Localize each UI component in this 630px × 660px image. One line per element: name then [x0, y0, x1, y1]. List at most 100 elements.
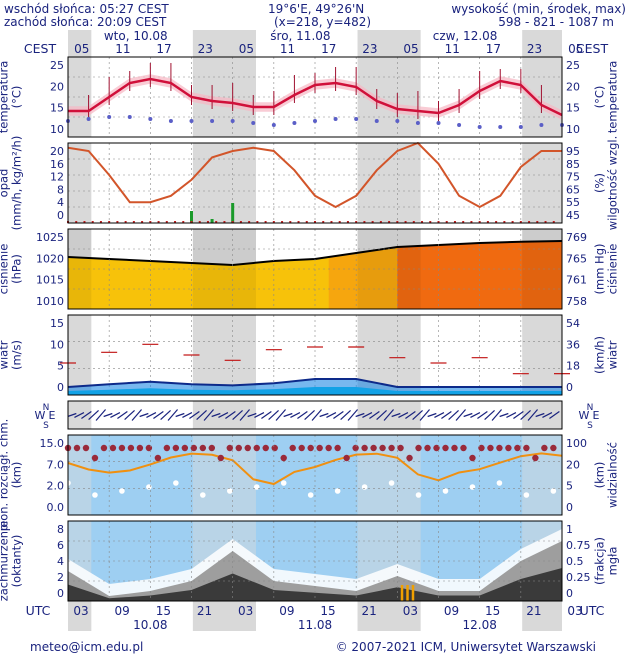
cloud-base-marker	[541, 444, 548, 452]
cloud-base-marker	[370, 444, 377, 452]
precip-dot	[272, 221, 275, 223]
dewpoint-marker	[148, 117, 153, 121]
wind-direction-arrow	[441, 411, 452, 419]
wind-direction-arrow	[319, 412, 329, 418]
bottom-axis-hour-label: 09	[444, 604, 459, 618]
cloud-cover-tick-label: 0	[57, 587, 64, 600]
pressure-tick-label: 1025	[36, 231, 64, 244]
cloud-base-marker	[487, 444, 494, 452]
top-axis-hour-label: 17	[156, 42, 171, 56]
wind-direction-arrow	[88, 410, 99, 420]
wind-direction-arrow	[463, 412, 473, 418]
cloud-base-marker	[262, 444, 269, 452]
fog-tick-label: 0.5	[566, 555, 584, 568]
top-axis-hour-label: 05	[568, 42, 583, 56]
wind-direction-arrow	[283, 412, 293, 418]
precip-dot	[363, 221, 366, 223]
cloud-base-marker	[307, 444, 314, 452]
precip-dot	[445, 221, 448, 223]
compass-s-label: S	[587, 421, 593, 431]
wind-axis-title: wiatr	[606, 340, 620, 369]
precip-dot	[215, 221, 218, 223]
precip-dot	[116, 221, 119, 223]
cloud-cover-tick-label: 8	[57, 523, 64, 536]
cloud-top-marker	[442, 488, 449, 494]
wind-direction-arrow	[448, 410, 459, 420]
dewpoint-marker	[313, 119, 317, 123]
humidity-tick-label: 75	[566, 171, 580, 184]
wind-direction-arrow	[110, 412, 121, 418]
dewpoint-marker	[518, 125, 523, 129]
wdir-night-band	[522, 401, 562, 429]
precip-dot	[519, 221, 522, 223]
prec-night-band	[357, 143, 421, 223]
cloud-base-marker	[460, 444, 467, 452]
cloud-base-marker	[397, 444, 404, 452]
fog-tick-label: 0.75	[566, 539, 591, 552]
pressure-axis-title: ciśnienie	[0, 244, 11, 295]
cloud-base-marker	[334, 444, 341, 452]
temp-panel-frame	[67, 56, 563, 138]
precip-dot	[305, 221, 308, 223]
wind-direction-arrow	[491, 409, 503, 421]
pressure-tick-label: 758	[566, 295, 587, 308]
precip-dot	[503, 221, 506, 223]
wind-tick-label: 54	[566, 317, 580, 330]
wind-direction-arrow	[304, 410, 315, 420]
top-axis-hour-label: 05	[74, 42, 89, 56]
wind-direction-arrow	[211, 412, 221, 418]
pressure-tick-label: 765	[566, 252, 587, 265]
wind-direction-arrow	[535, 412, 545, 418]
cloud-base-marker	[172, 444, 180, 452]
bottom-axis-night	[522, 601, 562, 631]
precip-bar	[210, 219, 214, 223]
wind-direction-arrow	[477, 411, 488, 419]
wind-direction-arrow	[470, 412, 481, 418]
cloud-base-marker	[379, 444, 386, 452]
cloud-top-marker	[119, 488, 125, 494]
wind-direction-arrow	[499, 412, 509, 418]
elevation-label: wysokość (min, środek, max)	[451, 2, 626, 16]
visibility-tick-label: 20	[566, 458, 580, 471]
precip-dot	[412, 221, 415, 223]
pressure-tick-label: 1020	[36, 252, 64, 265]
grid-text: (x=218, y=482)	[274, 15, 372, 29]
temperature-axis-title: temperatura	[606, 61, 620, 134]
visibility-tick-label: 5	[566, 480, 573, 493]
top-axis-tz: CEST	[576, 41, 609, 56]
top-axis-night	[522, 30, 562, 57]
wind-direction-arrow	[239, 409, 251, 421]
wind-direction-arrow	[124, 410, 135, 420]
dewpoint-marker	[292, 121, 297, 125]
cloud-cover-tick-label: 2	[57, 571, 64, 584]
cloud-base-marker	[217, 454, 224, 462]
footer-email[interactable]: meteo@icm.edu.pl	[30, 640, 144, 654]
cloud-height-tick-label: 0.0	[47, 501, 65, 514]
cloud-base-marker	[181, 444, 189, 452]
wind-direction-arrow	[542, 412, 553, 418]
bottom-axis-hour-label: 03	[567, 604, 582, 618]
precip-dot	[165, 221, 168, 223]
vis-night-band	[68, 435, 92, 515]
wind-direction-arrow	[146, 412, 157, 418]
precip-tick-label: 12	[50, 171, 64, 184]
precip-dot	[182, 221, 185, 223]
top-axis-hour-label: 11	[280, 42, 295, 56]
precip-tick-label: 16	[50, 158, 64, 171]
wdir-panel-bg	[68, 401, 562, 429]
bottom-axis-hour-label: 15	[485, 604, 500, 618]
wind-axis-title: (m/s)	[10, 340, 24, 370]
bottom-axis-hour-label: 15	[156, 604, 171, 618]
wind-direction-arrow	[427, 412, 437, 418]
wind-night-band	[68, 315, 92, 395]
precip-dot	[346, 221, 349, 223]
cloud-base-marker	[406, 454, 413, 462]
wind-direction-arrow	[506, 412, 517, 418]
bottom-axis-hour-label: 09	[115, 604, 130, 618]
precip-dot	[223, 221, 226, 223]
precip-dot	[429, 221, 432, 223]
dewpoint-marker	[107, 115, 112, 119]
top-axis-bg	[68, 30, 562, 57]
precip-bar	[190, 211, 193, 223]
bottom-axis-hour-label: 09	[279, 604, 294, 618]
